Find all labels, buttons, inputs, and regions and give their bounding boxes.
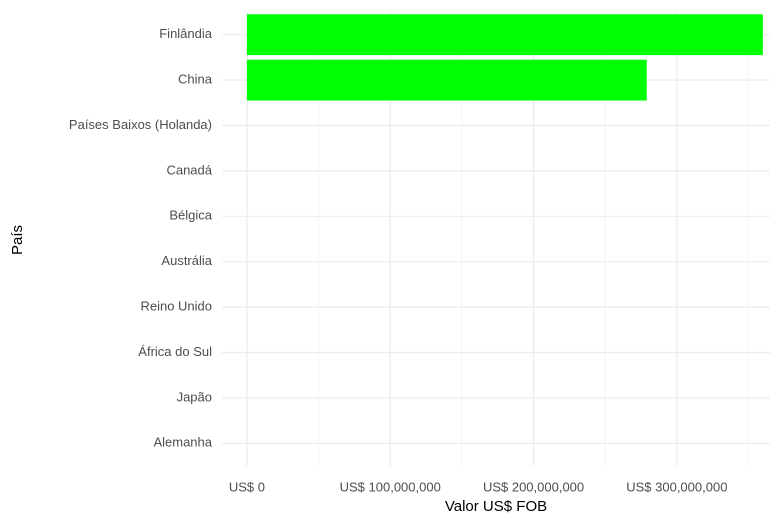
y-tick-label: Austrália bbox=[161, 253, 212, 268]
y-tick-label: China bbox=[178, 72, 213, 87]
bar bbox=[246, 14, 763, 56]
x-axis-title: Valor US$ FOB bbox=[445, 498, 547, 515]
x-tick-label: US$ 300,000,000 bbox=[626, 479, 727, 494]
y-tick-label: Bélgica bbox=[169, 208, 212, 223]
y-tick-label: Finlândia bbox=[159, 26, 213, 41]
x-tick-label: US$ 200,000,000 bbox=[483, 479, 584, 494]
y-tick-label: Canadá bbox=[166, 162, 212, 177]
y-tick-label: Alemanha bbox=[153, 435, 212, 450]
y-axis-title: País bbox=[9, 225, 26, 255]
y-tick-label: Países Baixos (Holanda) bbox=[69, 117, 212, 132]
y-tick-label: Reino Unido bbox=[140, 299, 212, 314]
x-tick-label: US$ 0 bbox=[229, 479, 265, 494]
y-tick-label: África do Sul bbox=[138, 344, 212, 359]
x-tick-label: US$ 100,000,000 bbox=[340, 479, 441, 494]
y-tick-label: Japão bbox=[177, 389, 212, 404]
bar bbox=[246, 59, 647, 101]
